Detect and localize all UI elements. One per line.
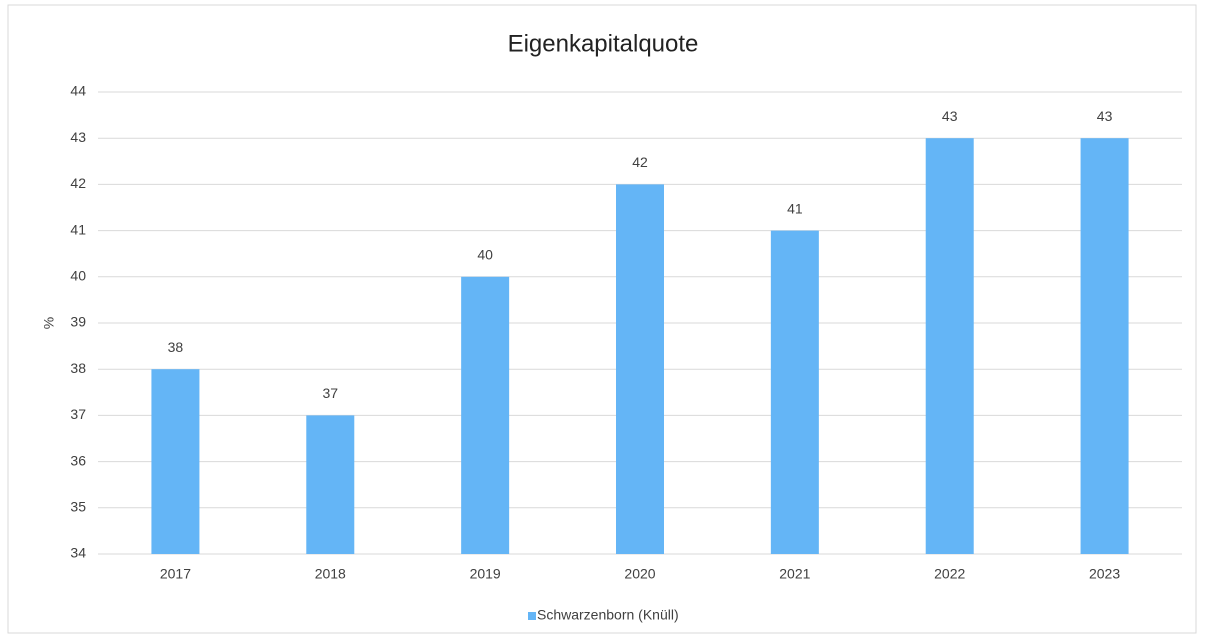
bar <box>925 138 974 554</box>
bar <box>306 415 355 554</box>
y-tick-label: 38 <box>70 360 86 376</box>
x-tick-label: 2019 <box>470 566 501 582</box>
y-tick-label: 40 <box>70 268 86 284</box>
y-tick-label: 42 <box>70 175 86 191</box>
data-label: 41 <box>787 200 803 216</box>
y-tick-label: 36 <box>70 452 86 468</box>
bar <box>770 230 819 554</box>
chart-title: Eigenkapitalquote <box>508 30 699 57</box>
y-axis-label: % <box>41 317 57 329</box>
x-tick-label: 2021 <box>779 566 810 582</box>
bar <box>151 369 200 554</box>
y-tick-label: 44 <box>70 83 86 99</box>
data-label: 43 <box>942 108 958 124</box>
x-tick-label: 2017 <box>160 566 191 582</box>
bar <box>616 184 664 554</box>
x-tick-label: 2022 <box>934 566 965 582</box>
legend-swatch <box>528 612 536 620</box>
data-label: 40 <box>477 247 493 263</box>
y-tick-label: 43 <box>70 129 86 145</box>
data-label: 42 <box>632 154 648 170</box>
y-tick-label: 35 <box>70 499 86 515</box>
data-label: 43 <box>1097 108 1113 124</box>
chart-border <box>7 4 1197 634</box>
bar <box>461 276 510 554</box>
y-tick-label: 37 <box>70 406 86 422</box>
x-tick-label: 2018 <box>315 566 346 582</box>
data-label: 38 <box>168 339 184 355</box>
x-tick-label: 2023 <box>1089 566 1120 582</box>
y-tick-label: 39 <box>70 314 86 330</box>
x-tick-label: 2020 <box>624 566 655 582</box>
y-tick-label: 34 <box>70 545 86 561</box>
bar <box>1080 138 1129 554</box>
data-label: 37 <box>322 385 338 401</box>
legend-label: Schwarzenborn (Knüll) <box>537 607 679 623</box>
y-tick-label: 41 <box>70 221 86 237</box>
